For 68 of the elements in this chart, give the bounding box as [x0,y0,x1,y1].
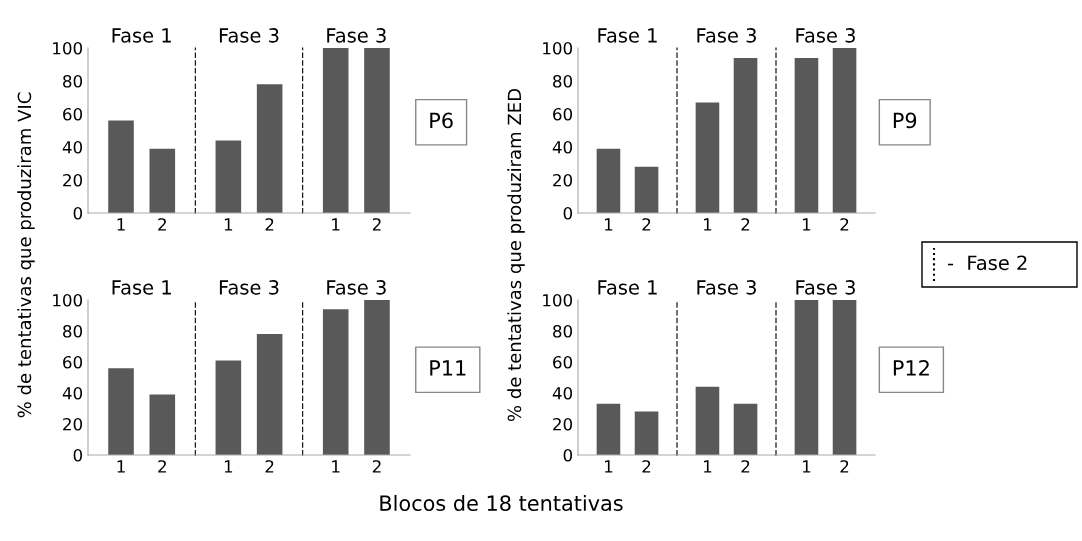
x-tick-label: 2 [642,460,651,473]
chart-title: Fase 1 [598,28,657,43]
y-tick-label: 20 [553,173,573,187]
y-tick-label: 100 [53,41,83,55]
chart-title: Fase 3 [697,28,756,43]
x-tick-label: 2 [372,460,381,473]
chart-title: Fase 1 [598,280,657,295]
x-tick-label: 1 [802,218,811,231]
chart-title: Fase 1 [112,28,171,43]
text: Blocos de 18 tentativas [380,494,623,512]
x-tick-label: 1 [703,460,712,473]
chart-title: Fase 3 [697,280,756,295]
y-tick-label: 40 [62,386,83,400]
y-tick-label: 60 [553,107,573,121]
x-tick-label: 1 [332,460,340,473]
chart-title: Fase 3 [219,28,279,43]
y-tick-label: 60 [553,355,573,369]
x-tick-label: 2 [642,218,651,231]
y-tick-label: 0 [73,448,83,462]
chart-title: Fase 1 [112,280,171,295]
chart-title: Fase 3 [219,280,279,295]
x-tick-label: 2 [158,218,166,231]
x-tick-label: 2 [840,218,849,231]
text: P6 [430,112,453,129]
text: - Fase 2 [947,255,1027,271]
y-tick-label: 80 [63,74,83,88]
y-tick-label: 40 [552,386,573,400]
x-tick-label: 1 [802,460,811,473]
y-axis-title: % de tentativas que produziram VIC [17,92,35,418]
chart-title: Fase 3 [327,280,386,295]
y-tick-label: 40 [62,140,83,154]
x-tick-label: 2 [265,218,274,231]
x-tick-label: 2 [741,460,750,473]
y-tick-label: 0 [73,206,83,220]
x-tick-label: 2 [840,460,849,473]
y-tick-label: 60 [63,107,83,121]
y-tick-label: 0 [563,448,573,462]
y-tick-label: 100 [543,41,573,55]
x-tick-label: 1 [703,218,712,231]
text: P11 [430,360,466,376]
x-tick-label: 1 [224,218,233,231]
y-tick-label: 100 [543,293,573,307]
y-tick-label: 80 [553,74,573,88]
x-tick-label: 1 [604,460,613,473]
chart-title: Fase 3 [796,28,855,43]
y-axis-title: % de tentativas que produziram ZED [507,88,525,422]
chart-title: Fase 3 [327,28,386,43]
x-tick-label: 1 [332,218,340,231]
y-tick-label: 20 [63,173,83,187]
y-tick-label: 0 [563,206,573,220]
y-tick-label: 20 [553,417,573,431]
text: P9 [893,112,917,129]
x-tick-label: 2 [741,218,750,231]
x-tick-label: 1 [604,218,613,231]
x-tick-label: 2 [372,218,381,231]
x-tick-label: 2 [265,460,274,473]
chart-title: Fase 3 [796,280,855,295]
y-tick-label: 60 [63,355,83,369]
y-tick-label: 100 [53,293,83,307]
text: P12 [893,360,929,376]
y-tick-label: 80 [553,324,573,338]
x-tick-label: 1 [224,460,233,473]
x-tick-label: 1 [117,218,125,231]
x-tick-label: 1 [117,460,125,473]
x-tick-label: 2 [158,460,166,473]
y-tick-label: 20 [63,417,83,431]
y-tick-label: 40 [552,140,573,154]
y-tick-label: 80 [63,324,83,338]
